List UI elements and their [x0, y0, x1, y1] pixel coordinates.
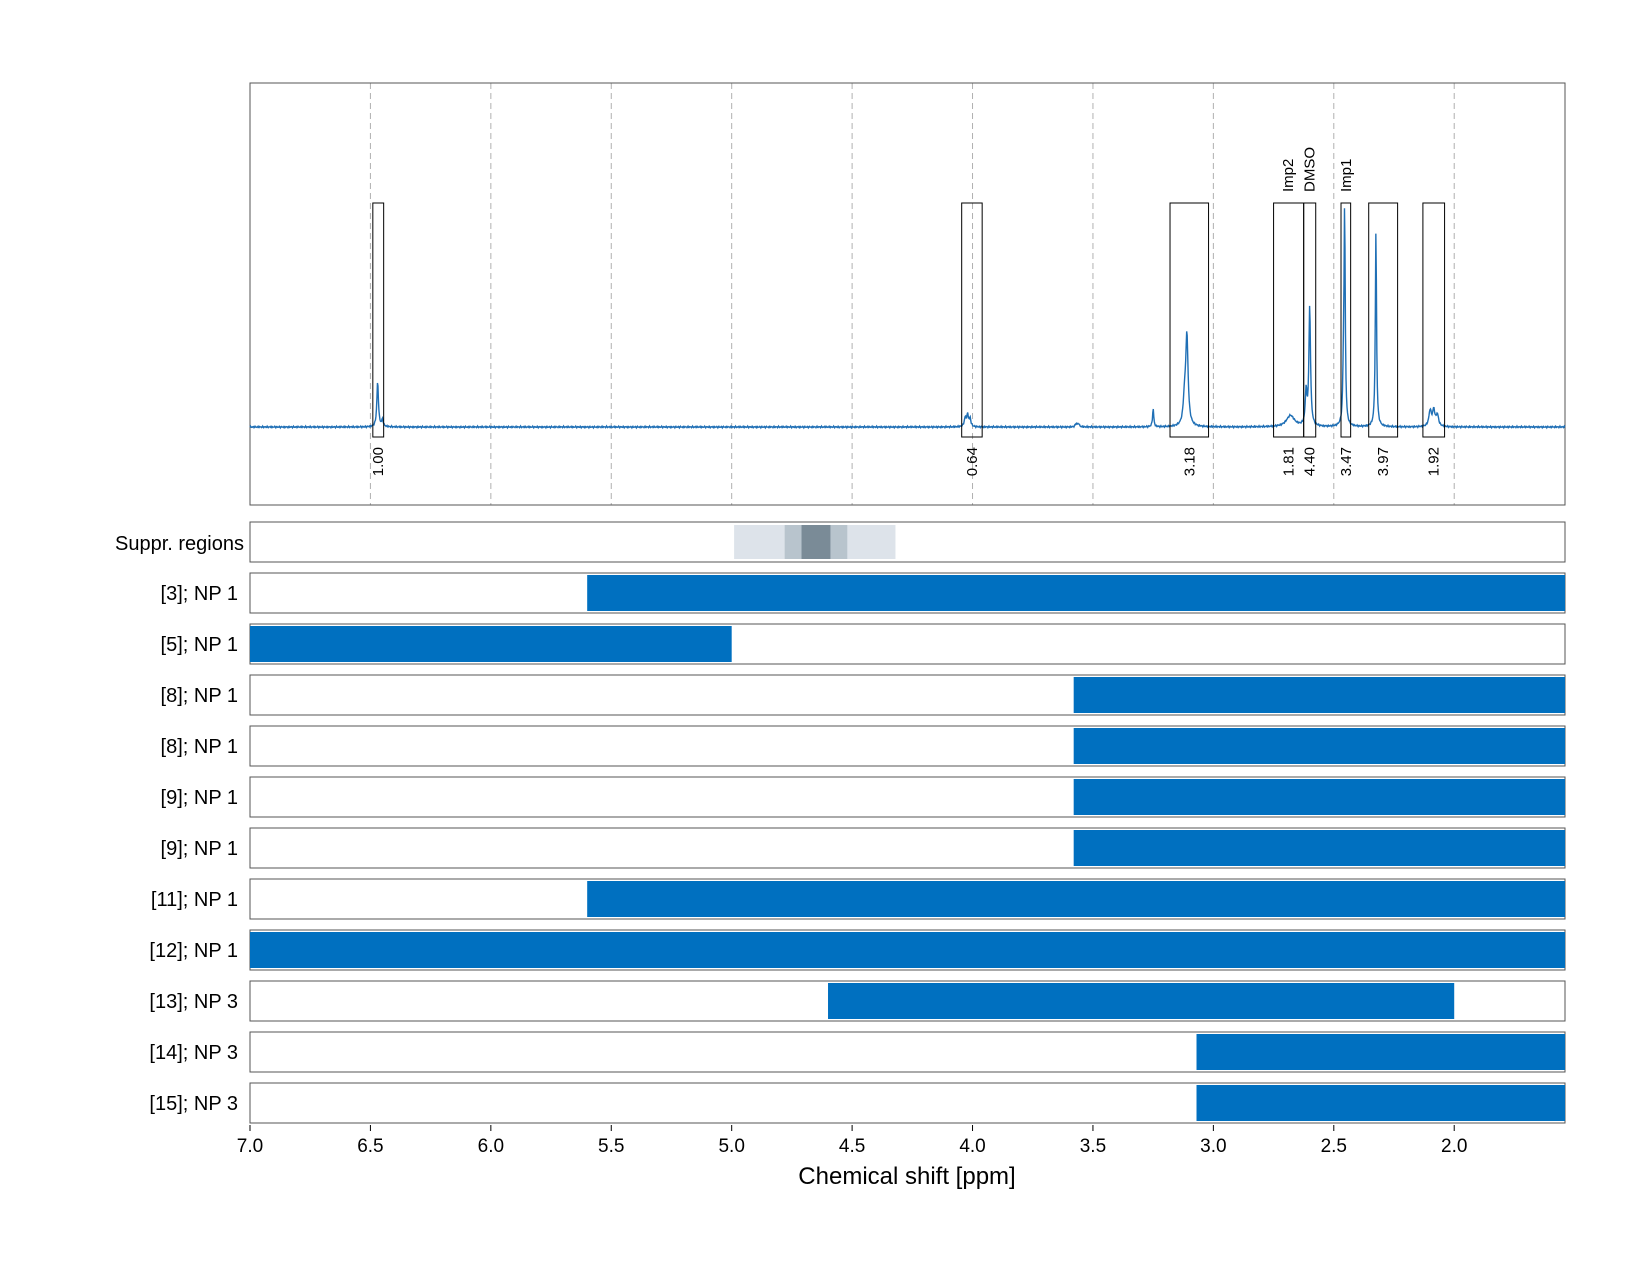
- x-tick-label: 5.0: [718, 1136, 744, 1157]
- np-row-label: [5]; NP 1: [161, 634, 238, 656]
- np-row-bar: [1073, 830, 1565, 866]
- x-tick-label: 2.0: [1441, 1136, 1467, 1157]
- np-row-label: [9]; NP 1: [161, 838, 238, 860]
- x-axis: 7.0 6.5 6.0 5.5 5.0 4.5 4.0 3.5 3.0 2.5 2.0: [237, 1125, 1467, 1157]
- np-row-bar: [1073, 779, 1565, 815]
- integration-box: [961, 202, 983, 438]
- integral-value: 3.97: [1375, 447, 1392, 476]
- np-row-label: [9]; NP 1: [161, 787, 238, 809]
- x-tick-label: 3.5: [1080, 1136, 1106, 1157]
- np-row-label: [15]; NP 3: [149, 1093, 238, 1115]
- x-tick-label: 4.0: [959, 1136, 985, 1157]
- region-label: DMSO: [1302, 147, 1319, 192]
- np-row-bar: [1073, 728, 1565, 764]
- x-tick-label: 7.0: [237, 1136, 263, 1157]
- np-row-bar: [1073, 677, 1565, 713]
- x-tick-label: 3.0: [1200, 1136, 1226, 1157]
- integral-value: 1.00: [370, 447, 387, 476]
- np-row-label: [11]; NP 1: [151, 889, 238, 911]
- x-tick-label: 6.0: [478, 1136, 504, 1157]
- np-row-bar: [587, 881, 1565, 917]
- integration-box: [1422, 202, 1446, 438]
- np-row-label: [3]; NP 1: [161, 583, 238, 605]
- integration-box: [1303, 202, 1317, 438]
- np-row-bar: [1196, 1034, 1565, 1070]
- np-row-label: [14]; NP 3: [149, 1042, 238, 1064]
- np-row-bar: [587, 575, 1565, 611]
- np-row-label: [12]; NP 1: [149, 940, 238, 962]
- suppr-frame: [249, 521, 1566, 563]
- region-label: Imp2: [1280, 159, 1297, 192]
- suppr-label: Suppr. regions: [115, 533, 244, 555]
- spectrum-panel: 1.00 0.64 3.18 1.81 4.40 3.47 3.97 1.92 Imp2 DMSO…: [249, 82, 1566, 506]
- np-row-label: [8]; NP 1: [161, 685, 238, 707]
- integral-value: 0.64: [964, 447, 981, 476]
- integration-box: [1340, 202, 1352, 438]
- integration-box: [1273, 202, 1305, 438]
- x-tick-label: 2.5: [1321, 1136, 1347, 1157]
- np-row-bar: [250, 626, 732, 662]
- integration-box: [372, 202, 385, 438]
- spectrum-trace: [249, 208, 1566, 430]
- suppr-band: [801, 525, 831, 559]
- np-row-frame: [249, 980, 1566, 1022]
- integral-value: 3.18: [1181, 447, 1198, 476]
- integral-value: 1.81: [1281, 447, 1298, 476]
- integration-box: [1368, 202, 1399, 438]
- np-row-label: [8]; NP 1: [161, 736, 238, 758]
- grid-lines: [369, 83, 1455, 505]
- x-tick-label: 4.5: [839, 1136, 865, 1157]
- region-label: Imp1: [1338, 159, 1355, 192]
- integral-value: 3.47: [1338, 447, 1355, 476]
- x-tick-label: 6.5: [357, 1136, 383, 1157]
- x-axis-label: Chemical shift [ppm]: [798, 1163, 1015, 1190]
- integration-box: [1169, 202, 1210, 438]
- np-row-bar: [828, 983, 1455, 1019]
- integral-value: 4.40: [1302, 447, 1319, 476]
- np-row-bar: [250, 932, 1565, 968]
- np-rows-panel: [3]; NP 1 [5]; NP 1 [8]; NP 1 [8]; NP 1 [9];…: [149, 572, 1566, 1124]
- x-tick-label: 5.5: [598, 1136, 624, 1157]
- np-row-label: [13]; NP 3: [149, 991, 238, 1013]
- spectrum-frame: [249, 82, 1566, 506]
- integral-value: 1.92: [1426, 447, 1443, 476]
- np-row-bar: [1196, 1085, 1565, 1121]
- suppressed-regions-panel: Suppr. regions: [115, 521, 1566, 563]
